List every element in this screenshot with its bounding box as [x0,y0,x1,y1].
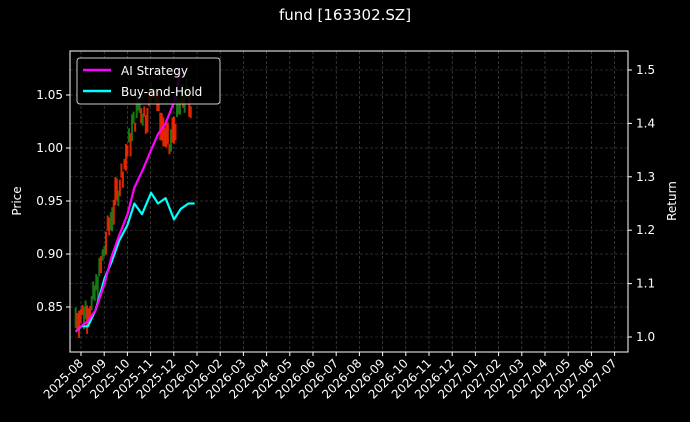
legend: AI Strategy Buy-and-Hold [76,57,221,105]
y-tick-label-left: 0.90 [36,247,63,261]
y-tick-label-right: 1.3 [636,170,655,184]
legend-box [76,57,221,105]
return-lines [74,69,195,333]
y-tick-label-left: 0.85 [36,300,63,314]
y-tick-label-right: 1.5 [636,63,655,77]
y-axis-label-left: Price [10,186,24,215]
y-tick-label-right: 1.0 [636,330,655,344]
y-tick-label-right: 1.2 [636,223,655,237]
legend-label-buy-and-hold: Buy-and-Hold [121,85,202,99]
y-axis-label-right: Return [665,181,679,221]
legend-label-ai-strategy: AI Strategy [121,64,188,78]
x-axis: 2025-082025-092025-102025-112025-122026-… [41,352,620,402]
y-tick-label-left: 1.00 [36,141,63,155]
y-tick-label-right: 1.4 [636,116,655,130]
chart-title: fund [163302.SZ] [278,6,412,24]
y-tick-label-left: 0.95 [36,194,63,208]
y-tick-label-left: 1.05 [36,88,63,102]
y-tick-label-right: 1.1 [636,277,655,291]
y-axis-right: 1.0 1.1 1.2 1.3 1.4 1.5 [628,63,655,344]
grid-lines [70,51,628,352]
ai-strategy-line [74,69,182,333]
buy-and-hold-line [74,191,195,333]
y-axis-left: 0.85 0.90 0.95 1.00 1.05 [36,88,70,314]
